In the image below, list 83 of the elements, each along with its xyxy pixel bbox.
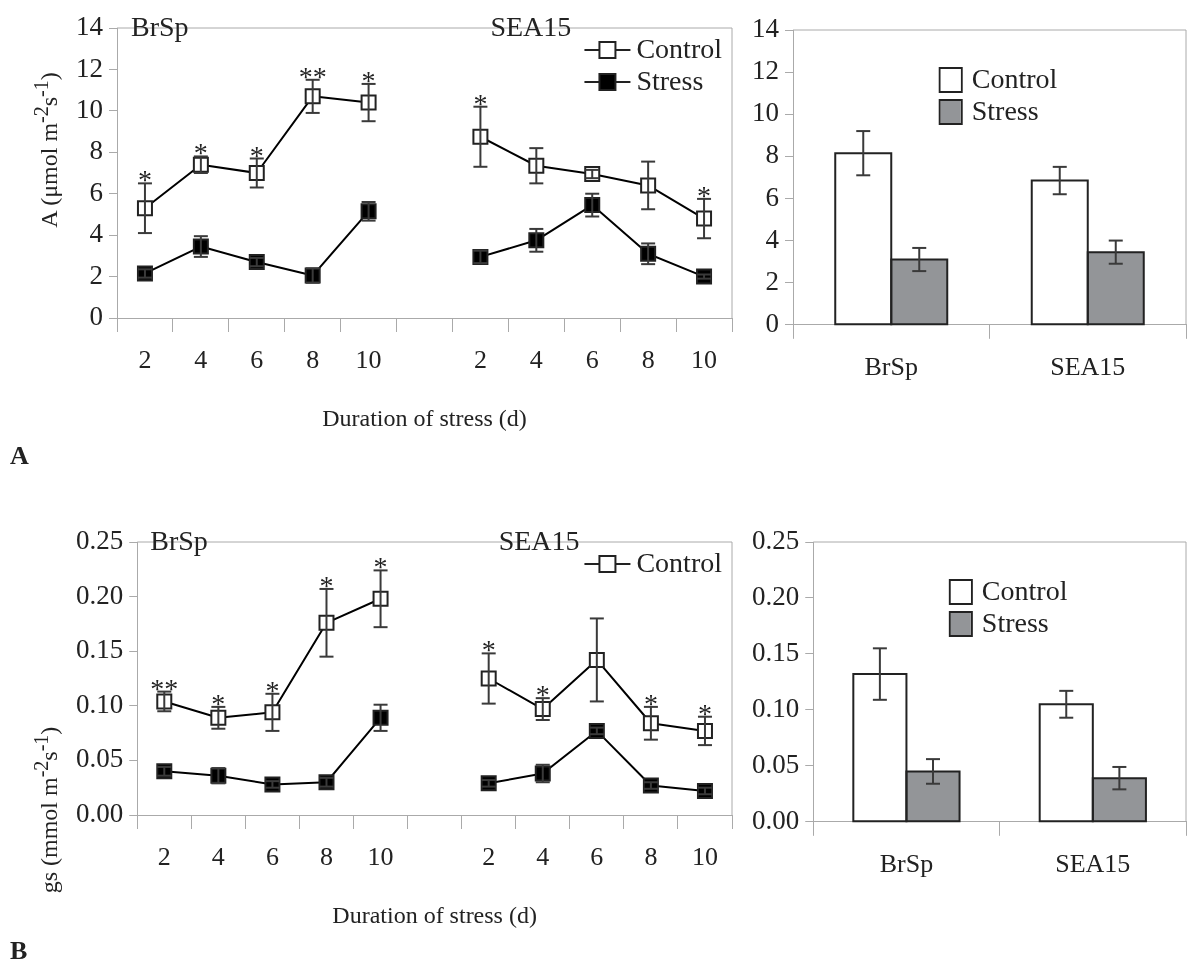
data-label: * <box>643 687 658 719</box>
y-tick-label: 0.10 <box>76 688 124 719</box>
y-tick-label: 4 <box>89 218 104 249</box>
y-tick-label: 0.15 <box>76 634 124 665</box>
y-tick-label: 0 <box>765 307 779 338</box>
x-tick-label: 8 <box>319 842 333 872</box>
data-label: * <box>373 551 388 583</box>
x-tick-label: 6 <box>590 842 604 872</box>
y-tick-label: 10 <box>752 97 779 128</box>
data-label: * <box>249 139 264 171</box>
x-tick-label: BrSp <box>864 352 918 382</box>
y-tick-label: 12 <box>752 55 779 86</box>
y-tick-label: 12 <box>76 52 103 83</box>
legend-label: Stress <box>971 95 1039 127</box>
x-tick-label: BrSp <box>879 849 934 879</box>
legend-label: Control <box>981 575 1068 607</box>
data-label: * <box>697 179 712 211</box>
x-tick-label: SEA15 <box>1050 352 1126 382</box>
y-tick-label: 6 <box>765 181 779 212</box>
annotation: SEA15 <box>498 525 580 556</box>
y-tick-label: 0.10 <box>752 692 800 723</box>
x-tick-label: 4 <box>529 345 543 375</box>
x-tick-label: 8 <box>644 842 658 872</box>
y-tick-label: 0.20 <box>752 581 800 612</box>
x-tick-label: 4 <box>211 842 225 872</box>
y-tick-label: 10 <box>76 93 103 124</box>
x-tick-label: 2 <box>138 345 152 375</box>
legend-label: Stress <box>981 607 1049 639</box>
y-tick-label: 8 <box>765 139 779 170</box>
data-label: * <box>265 674 280 706</box>
data-label: * <box>481 634 496 666</box>
text: B <box>10 936 28 965</box>
annotation: BrSp <box>150 525 208 556</box>
data-label: * <box>697 697 712 729</box>
y-tick-label: 0.05 <box>752 748 800 779</box>
legend-label: Control <box>971 63 1058 95</box>
annotation: SEA15 <box>490 11 572 42</box>
y-tick-label: 4 <box>765 223 780 254</box>
text: A <box>10 441 29 470</box>
data-label: * <box>473 87 488 119</box>
data-label: * <box>193 137 208 169</box>
data-label: * <box>137 164 152 196</box>
x-tick-label: SEA15 <box>1055 849 1131 879</box>
x-tick-label: 2 <box>482 842 496 872</box>
y-tick-label: 2 <box>765 265 779 296</box>
data-label: * <box>211 687 226 719</box>
data-label: ** <box>150 672 179 704</box>
x-tick-label: 6 <box>250 345 264 375</box>
y-tick-label: 0.00 <box>76 798 124 829</box>
x-axis-title: Duration of stress (d) <box>322 404 527 431</box>
x-tick-label: 8 <box>306 345 320 375</box>
x-tick-label: 10 <box>355 345 382 375</box>
y-tick-label: 0.00 <box>752 804 800 835</box>
annotation: BrSp <box>130 11 189 42</box>
x-tick-label: 6 <box>585 345 599 375</box>
y-tick-label: 14 <box>76 11 104 42</box>
y-tick-label: 0.25 <box>76 525 124 556</box>
x-tick-label: 2 <box>157 842 171 872</box>
data-label: ** <box>298 60 327 92</box>
x-tick-label: 2 <box>473 345 487 375</box>
legend-label: Stress <box>636 65 704 97</box>
x-tick-label: 10 <box>691 345 718 375</box>
y-tick-label: 8 <box>89 135 103 166</box>
legend-label: Control <box>636 547 723 579</box>
y-tick-label: 0.05 <box>76 743 124 774</box>
x-tick-label: 10 <box>691 842 718 872</box>
x-tick-label: 8 <box>641 345 655 375</box>
y-tick-label: 14 <box>752 13 780 44</box>
x-tick-label: 4 <box>194 345 208 375</box>
y-tick-label: 0 <box>89 301 103 332</box>
x-tick-label: 6 <box>265 842 279 872</box>
x-tick-label: 10 <box>367 842 394 872</box>
y-tick-label: 6 <box>89 176 103 207</box>
y-tick-label: 0.15 <box>752 637 800 668</box>
data-label: * <box>361 64 376 96</box>
y-tick-label: 0.25 <box>752 525 800 556</box>
x-axis-title: Duration of stress (d) <box>332 901 537 928</box>
data-label: * <box>535 679 550 711</box>
legend-label: Control <box>636 33 723 65</box>
x-tick-label: 4 <box>536 842 550 872</box>
y-tick-label: 2 <box>89 259 103 290</box>
data-label: * <box>319 569 334 601</box>
y-tick-label: 0.20 <box>76 579 124 610</box>
